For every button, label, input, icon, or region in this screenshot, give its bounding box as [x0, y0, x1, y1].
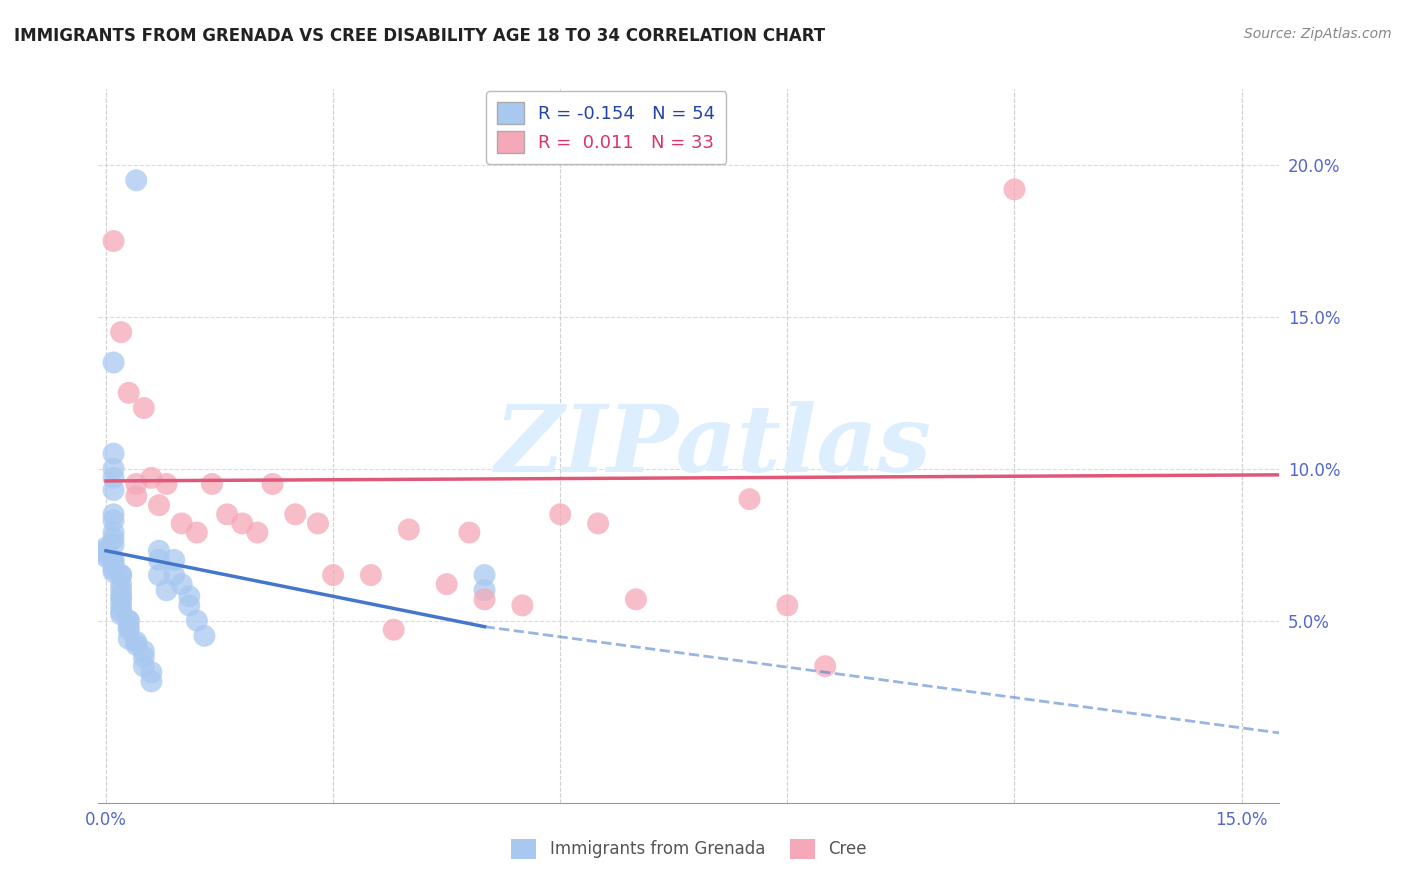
- Point: [624, 592, 647, 607]
- Point: [132, 650, 155, 665]
- Point: [94, 541, 117, 555]
- Point: [103, 562, 125, 576]
- Point: [103, 565, 125, 579]
- Point: [118, 614, 141, 628]
- Point: [110, 590, 132, 604]
- Point: [586, 516, 609, 531]
- Point: [474, 583, 496, 598]
- Point: [186, 525, 208, 540]
- Point: [155, 477, 177, 491]
- Point: [103, 553, 125, 567]
- Point: [110, 577, 132, 591]
- Point: [148, 553, 170, 567]
- Point: [110, 568, 132, 582]
- Point: [193, 629, 215, 643]
- Point: [201, 477, 224, 491]
- Point: [512, 599, 534, 613]
- Point: [548, 508, 571, 522]
- Point: [118, 614, 141, 628]
- Point: [103, 447, 125, 461]
- Point: [110, 592, 132, 607]
- Point: [284, 508, 307, 522]
- Point: [118, 620, 141, 634]
- Point: [103, 513, 125, 527]
- Text: Source: ZipAtlas.com: Source: ZipAtlas.com: [1244, 27, 1392, 41]
- Point: [103, 532, 125, 546]
- Point: [125, 477, 148, 491]
- Point: [103, 234, 125, 248]
- Point: [307, 516, 329, 531]
- Point: [125, 638, 148, 652]
- Point: [814, 659, 837, 673]
- Point: [148, 498, 170, 512]
- Point: [110, 599, 132, 613]
- Point: [382, 623, 405, 637]
- Point: [132, 659, 155, 673]
- Point: [94, 543, 117, 558]
- Point: [148, 543, 170, 558]
- Point: [170, 577, 193, 591]
- Point: [110, 325, 132, 339]
- Point: [103, 483, 125, 497]
- Point: [125, 489, 148, 503]
- Point: [360, 568, 382, 582]
- Point: [141, 471, 163, 485]
- Point: [148, 568, 170, 582]
- Point: [110, 583, 132, 598]
- Point: [118, 623, 141, 637]
- Point: [398, 523, 420, 537]
- Point: [125, 635, 148, 649]
- Point: [103, 355, 125, 369]
- Point: [170, 516, 193, 531]
- Text: ZIPatlas: ZIPatlas: [494, 401, 931, 491]
- Point: [436, 577, 458, 591]
- Point: [103, 525, 125, 540]
- Point: [103, 556, 125, 570]
- Point: [1004, 182, 1026, 196]
- Point: [474, 592, 496, 607]
- Point: [132, 401, 155, 415]
- Point: [103, 508, 125, 522]
- Legend: Immigrants from Grenada, Cree: Immigrants from Grenada, Cree: [505, 832, 873, 866]
- Point: [118, 632, 141, 646]
- Point: [474, 568, 496, 582]
- Point: [132, 644, 155, 658]
- Point: [163, 568, 186, 582]
- Point: [103, 558, 125, 573]
- Point: [125, 173, 148, 187]
- Point: [141, 674, 163, 689]
- Point: [94, 547, 117, 561]
- Point: [776, 599, 799, 613]
- Point: [103, 471, 125, 485]
- Point: [103, 462, 125, 476]
- Point: [179, 599, 201, 613]
- Point: [141, 665, 163, 680]
- Point: [231, 516, 253, 531]
- Point: [246, 525, 269, 540]
- Point: [458, 525, 481, 540]
- Point: [179, 590, 201, 604]
- Point: [163, 553, 186, 567]
- Point: [738, 492, 761, 507]
- Point: [110, 605, 132, 619]
- Text: IMMIGRANTS FROM GRENADA VS CREE DISABILITY AGE 18 TO 34 CORRELATION CHART: IMMIGRANTS FROM GRENADA VS CREE DISABILI…: [14, 27, 825, 45]
- Point: [322, 568, 344, 582]
- Point: [155, 583, 177, 598]
- Point: [217, 508, 239, 522]
- Point: [103, 538, 125, 552]
- Point: [110, 568, 132, 582]
- Point: [118, 385, 141, 400]
- Point: [94, 549, 117, 564]
- Point: [186, 614, 208, 628]
- Point: [262, 477, 284, 491]
- Point: [110, 607, 132, 622]
